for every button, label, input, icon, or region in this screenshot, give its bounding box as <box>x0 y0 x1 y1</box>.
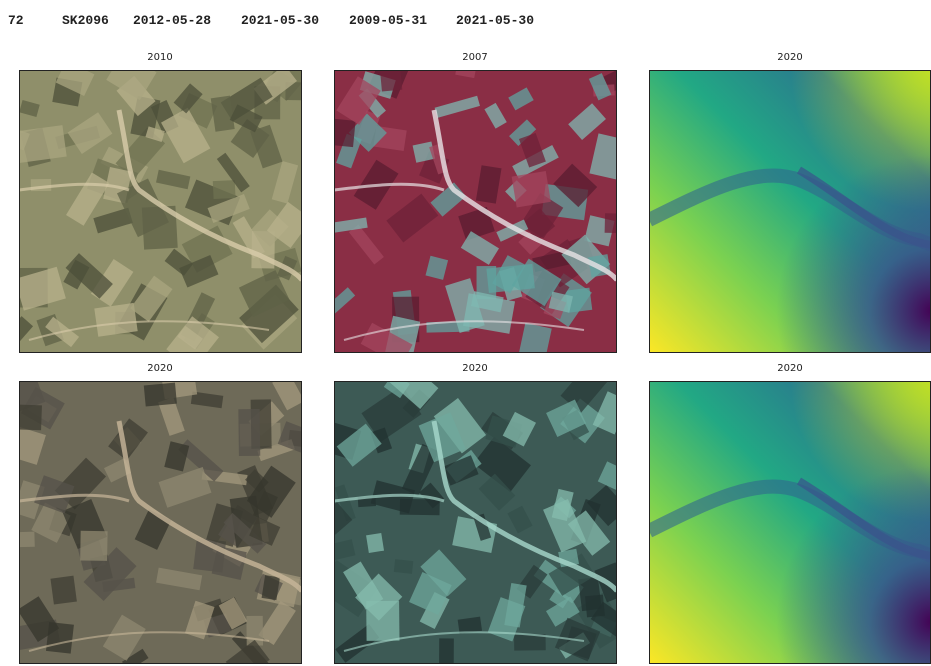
header-cell: 2021-05-30 <box>241 13 319 28</box>
field-patch <box>11 532 34 548</box>
panel-title: 2007 <box>462 52 487 63</box>
field-patch <box>15 125 67 163</box>
image-panel <box>0 365 316 666</box>
image-panel <box>316 360 631 666</box>
field-patch <box>512 171 551 207</box>
image-panel <box>649 381 931 664</box>
elevation-low <box>649 70 931 353</box>
field-patch <box>213 180 236 199</box>
panel-title: 2020 <box>777 52 802 63</box>
header-row: 72 SK2096 2012-05-28 2021-05-30 2009-05-… <box>8 13 534 28</box>
field-patch <box>80 531 107 561</box>
header-cell: 2009-05-31 <box>349 13 427 28</box>
header-cell: 72 <box>8 13 24 28</box>
panel-title: 2020 <box>777 363 802 374</box>
field-patch <box>585 595 605 618</box>
image <box>316 360 631 666</box>
header-cell: 2021-05-30 <box>456 13 534 28</box>
image <box>649 381 931 664</box>
image-panel <box>5 52 315 370</box>
field-patch <box>50 576 76 605</box>
field-patch <box>605 213 627 233</box>
image-panel <box>314 55 631 373</box>
image-panel <box>649 70 931 353</box>
image <box>649 70 931 353</box>
image <box>5 52 315 370</box>
field-patch <box>238 409 260 456</box>
field-patch <box>514 634 546 650</box>
header-cell: 2012-05-28 <box>133 13 211 28</box>
panel-title: 2010 <box>147 52 172 63</box>
field-patch <box>7 404 42 430</box>
field-patch <box>316 117 355 147</box>
field-patch <box>394 559 414 574</box>
notebook-output: 72 SK2096 2012-05-28 2021-05-30 2009-05-… <box>0 0 931 666</box>
image <box>0 365 316 666</box>
page: 72 SK2096 2012-05-28 2021-05-30 2009-05-… <box>0 0 931 666</box>
header-cell: SK2096 <box>62 13 109 28</box>
panel-title: 2020 <box>462 363 487 374</box>
image <box>314 55 631 373</box>
field-patch <box>144 383 177 407</box>
field-patch <box>366 533 384 553</box>
field-patch <box>439 638 454 666</box>
field-patch <box>366 601 399 641</box>
elevation-low <box>649 381 931 664</box>
panel-title: 2020 <box>147 363 172 374</box>
